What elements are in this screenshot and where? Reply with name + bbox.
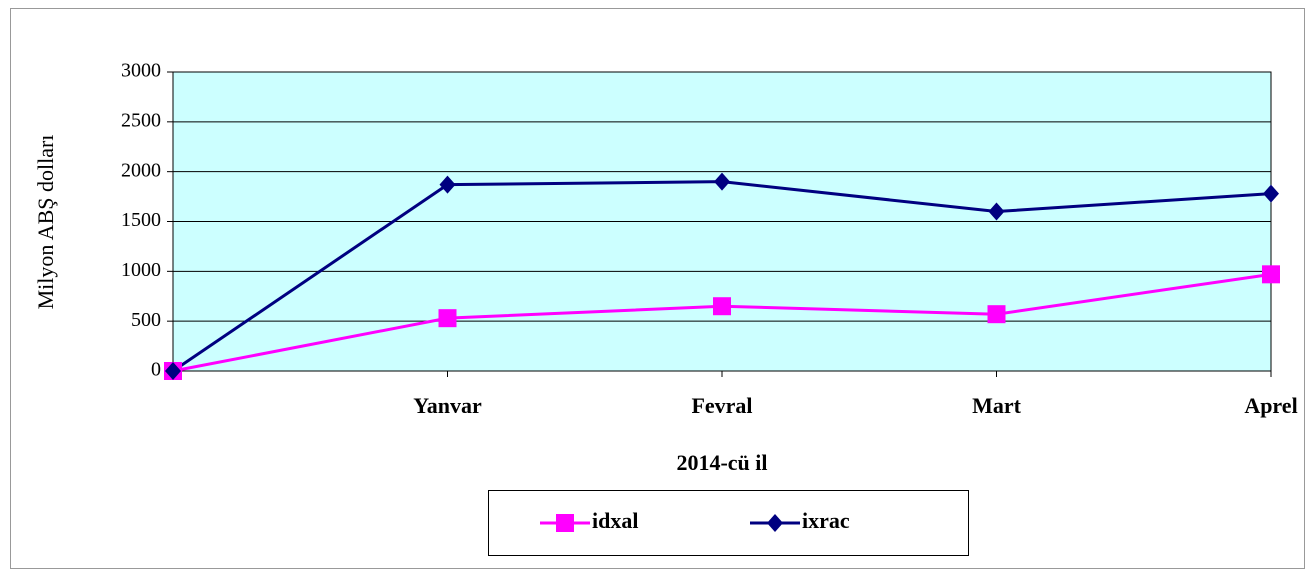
marker [438,309,457,328]
y-tick-label: 500 [131,309,161,331]
y-axis-title: Milyon ABŞ dolları [33,135,58,310]
y-tick-label: 2500 [121,109,161,131]
legend-marker [767,514,783,532]
y-tick-label: 3000 [121,60,161,82]
marker [165,362,181,380]
y-tick-label: 1000 [121,259,161,281]
marker [1262,265,1280,284]
marker [439,175,456,194]
marker [988,202,1005,221]
legend-label: ixrac [802,508,850,533]
y-tick-label: 1500 [121,209,161,231]
marker [714,172,730,191]
legend-marker [556,514,574,532]
x-tick-label: Fevral [691,393,752,418]
x-tick-label: Mart [972,393,1022,418]
x-tick-label: Aprel [1244,393,1297,418]
marker [987,305,1006,324]
legend-label: idxal [592,508,638,533]
marker [713,297,731,316]
x-axis-title: 2014-cü il [676,450,767,475]
y-tick-label: 0 [151,359,161,381]
x-tick-label: Yanvar [413,393,482,418]
marker [1263,184,1279,203]
y-tick-label: 2000 [121,159,161,181]
